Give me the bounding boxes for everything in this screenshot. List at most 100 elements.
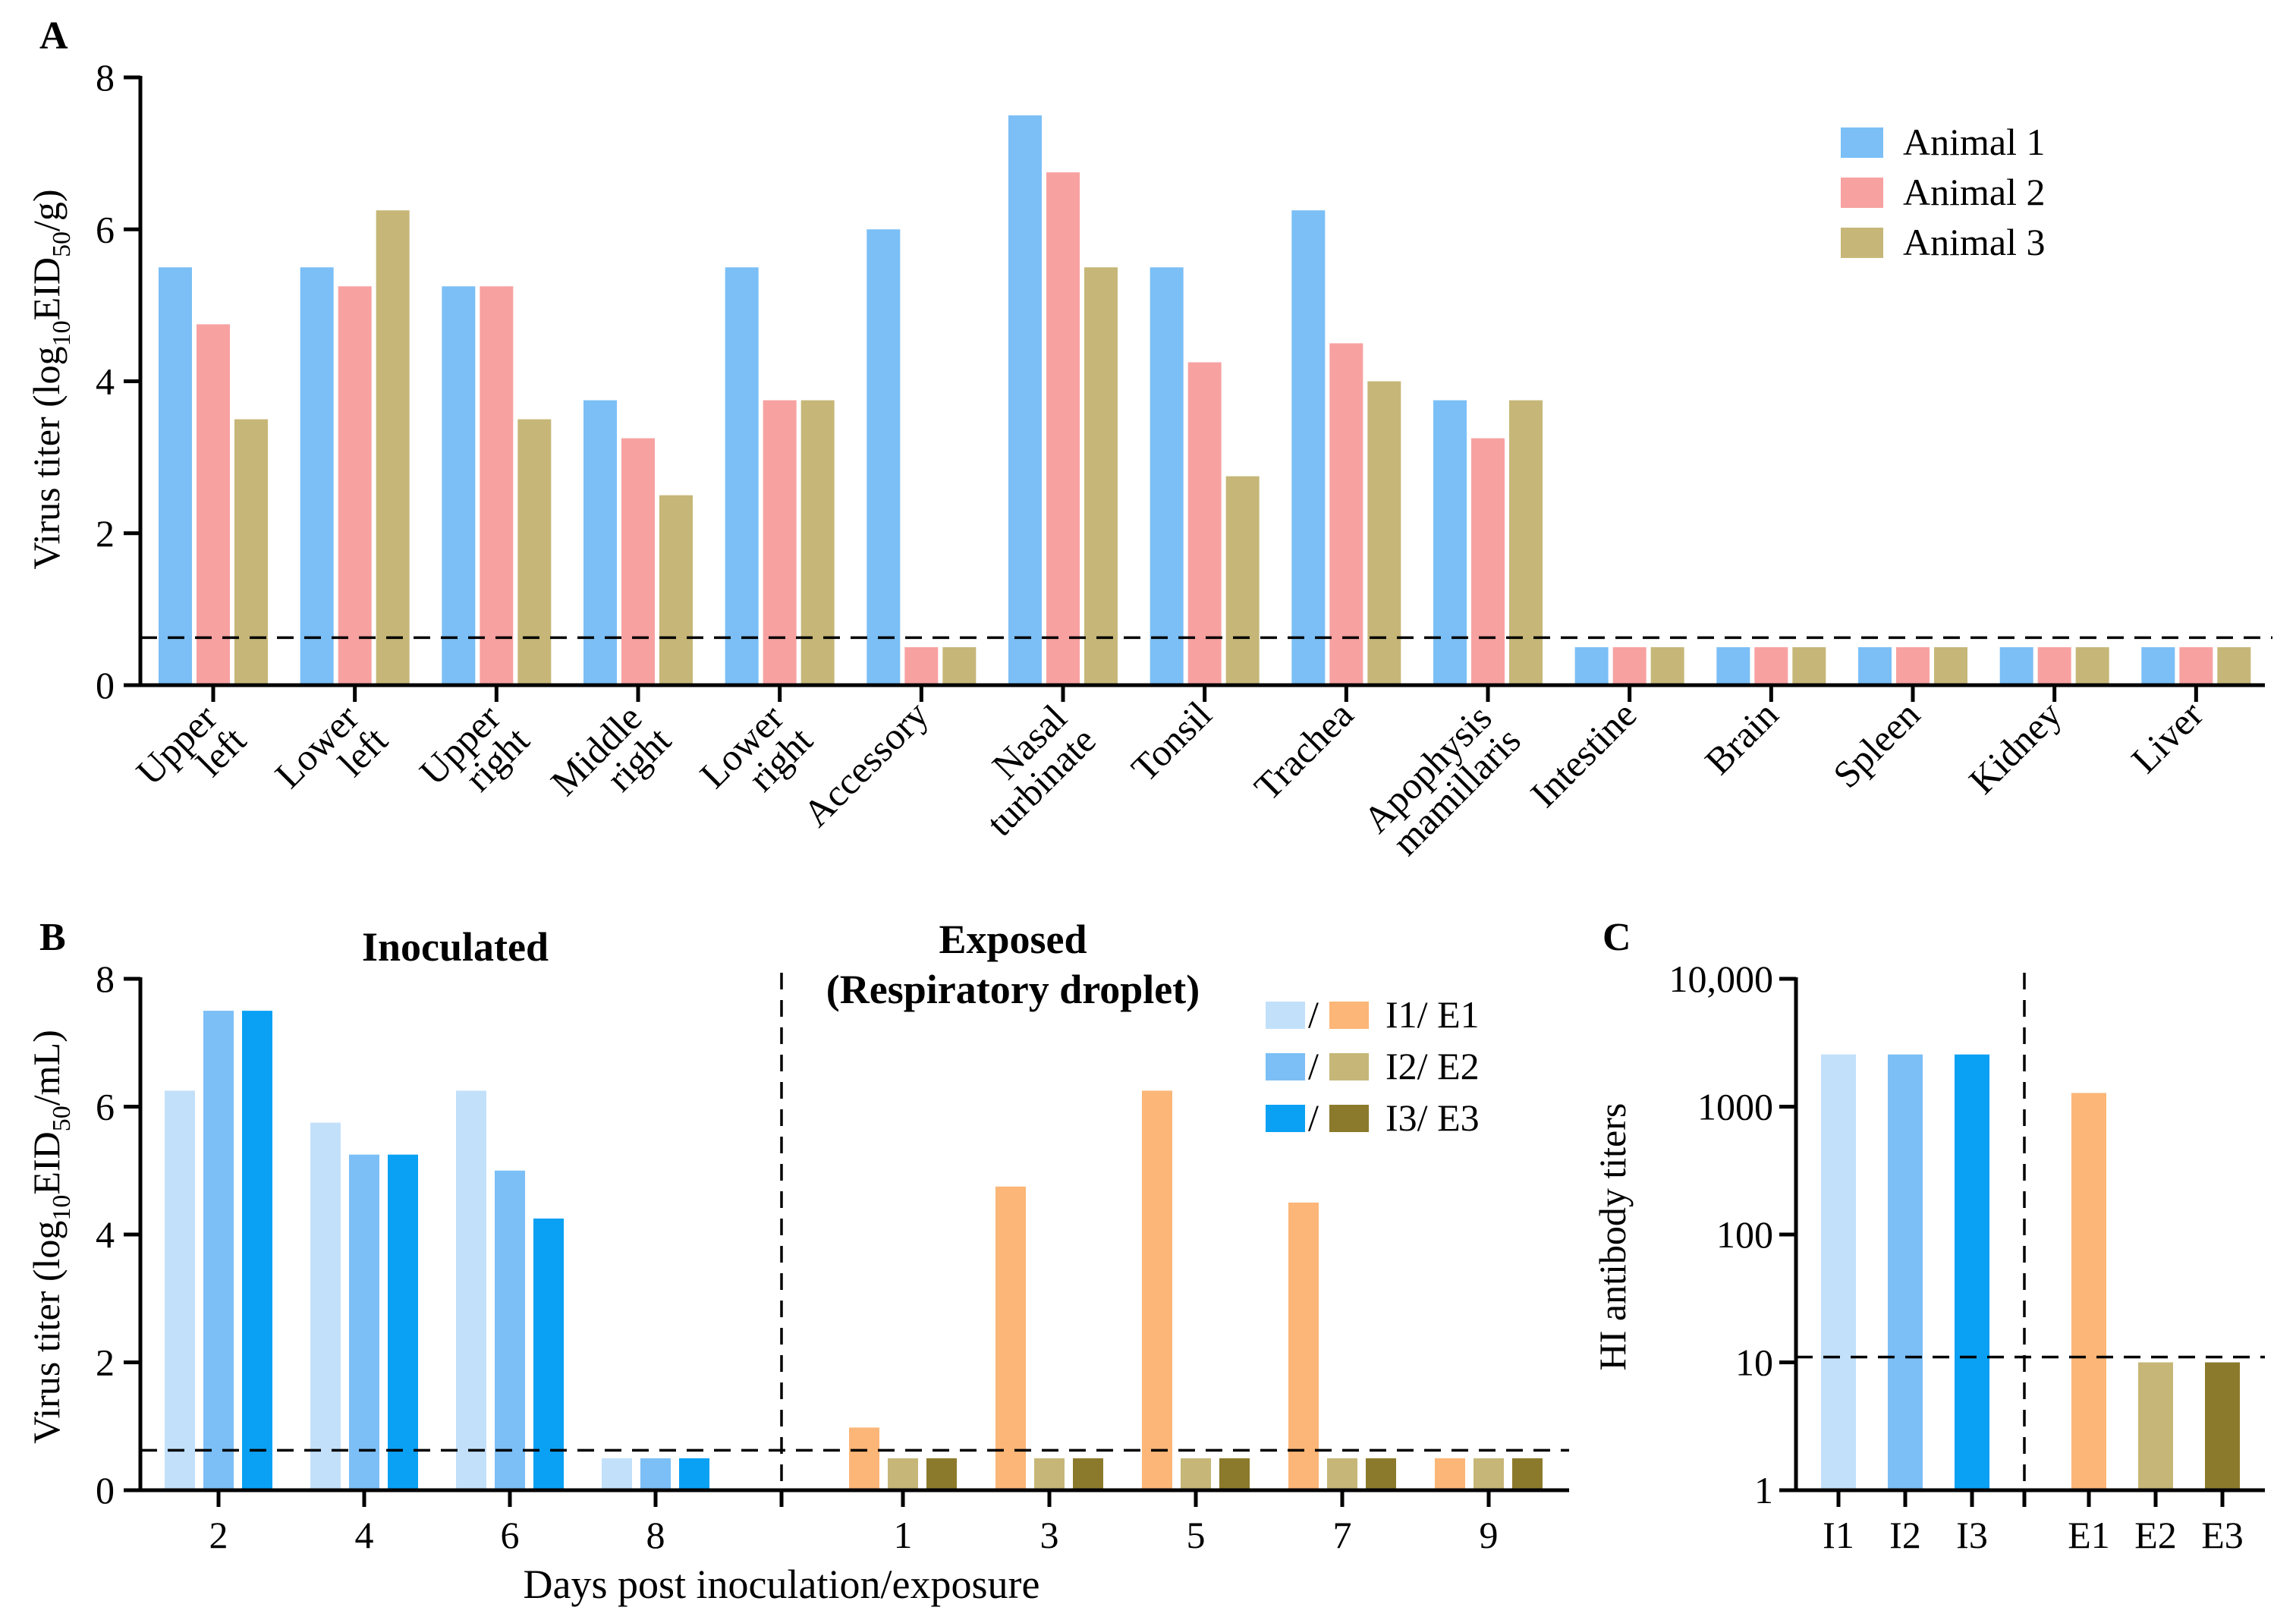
- chart-c-y-tick-label: 1000: [1697, 1086, 1773, 1128]
- chart-b-x-tick-label: 6: [501, 1514, 520, 1556]
- chart-a-bar: [2217, 646, 2251, 685]
- chart-b-x-tick-label: 4: [355, 1514, 374, 1556]
- chart-b-bar: [1512, 1458, 1543, 1490]
- chart-a-bar: [1754, 646, 1788, 685]
- chart-a-bar: [1574, 646, 1609, 685]
- chart-b-bar: [1034, 1458, 1065, 1490]
- chart-b-legend-label: I2/ E2: [1385, 1045, 1480, 1087]
- chart-b: Virus titer (log10EID50/mL) Inoculated E…: [25, 917, 1569, 1607]
- chart-b-x-tick-label: 5: [1187, 1514, 1206, 1556]
- chart-b-bar: [888, 1458, 918, 1490]
- chart-b-x-tick-label: 8: [646, 1514, 665, 1556]
- chart-b-bar: [1288, 1202, 1319, 1490]
- chart-b-bar: [849, 1427, 879, 1490]
- chart-a-bar: [1008, 115, 1042, 685]
- chart-b-bar: [1435, 1458, 1465, 1490]
- chart-a-bar: [1084, 267, 1118, 685]
- chart-b-legend-slash: /: [1308, 1096, 1319, 1139]
- chart-b-bar: [1474, 1458, 1504, 1490]
- chart-c-y-tick-label: 100: [1716, 1213, 1773, 1256]
- chart-a-bar: [1612, 646, 1647, 685]
- chart-a-bar: [1329, 343, 1363, 685]
- chart-b-bar: [1219, 1458, 1250, 1490]
- chart-a-bar: [1792, 646, 1826, 685]
- chart-b-bar: [456, 1090, 486, 1490]
- chart-a-x-tick-label: Liver: [2123, 693, 2211, 781]
- chart-a-bar: [1046, 172, 1080, 685]
- chart-a-y-tick-label: 0: [96, 664, 115, 706]
- chart-c: HI antibody titers 1 10 100 1000 10,000 I1 I2…: [1591, 958, 2265, 1556]
- chart-a-bar: [867, 229, 901, 685]
- chart-b-bar: [310, 1122, 341, 1490]
- chart-a-bar: [338, 286, 372, 685]
- chart-a-bar: [197, 324, 230, 685]
- chart-c-bar: [1955, 1054, 1989, 1490]
- chart-a-bar: [480, 286, 514, 685]
- chart-a-bar: [1716, 646, 1750, 685]
- chart-a-bar: [1934, 646, 1967, 685]
- chart-a-x-tick-label: Spleen: [1825, 693, 1928, 796]
- chart-b-x-axis-label: Days post inoculation/exposure: [524, 1562, 1040, 1607]
- chart-b-bar: [679, 1458, 709, 1490]
- chart-a-bar: [1225, 476, 1260, 685]
- panel-label-a: A: [39, 14, 68, 58]
- chart-b-bar: [203, 1011, 234, 1490]
- chart-c-bar: [2205, 1362, 2240, 1490]
- chart-b-legend-swatch: [1329, 1105, 1369, 1132]
- chart-a-bar: [1650, 646, 1684, 685]
- chart-b-bar: [242, 1011, 272, 1490]
- chart-a-y-tick-label: 6: [96, 208, 115, 250]
- chart-b-legend-slash: /: [1308, 993, 1319, 1036]
- chart-a-bar: [442, 286, 476, 685]
- chart-b-bar: [926, 1458, 957, 1490]
- chart-b-legend-swatch: [1329, 1002, 1369, 1029]
- chart-c-y-axis-label: HI antibody titers: [1591, 1103, 1634, 1371]
- chart-a-bar: [2179, 646, 2213, 685]
- chart-b-bar: [1327, 1458, 1357, 1490]
- chart-b-x-tick-label: 7: [1333, 1514, 1352, 1556]
- chart-a-legend-swatch: [1841, 228, 1883, 258]
- chart-b-exposed-title: Exposed: [939, 917, 1087, 962]
- chart-b-bar: [349, 1154, 379, 1490]
- chart-c-y-tick-label: 10,000: [1669, 958, 1774, 1000]
- chart-b-x-tick-label: 9: [1480, 1514, 1499, 1556]
- chart-b-x-tick-label: 2: [209, 1514, 228, 1556]
- chart-a-bar: [159, 267, 192, 685]
- chart-b-bar: [1142, 1090, 1172, 1490]
- chart-b-inoculated-title: Inoculated: [362, 924, 549, 970]
- chart-a-bar: [1367, 381, 1401, 685]
- chart-b-y-tick-label: 8: [96, 958, 115, 1000]
- chart-a-y-axis-label: Virus titer (log10EID50/g): [25, 189, 76, 569]
- chart-a-legend-label: Animal 2: [1903, 171, 2045, 213]
- chart-b-bar: [1073, 1458, 1103, 1490]
- panel-label-b: B: [39, 916, 66, 959]
- chart-a-bar: [659, 495, 693, 685]
- chart-a-bar: [942, 646, 977, 685]
- chart-a-legend-label: Animal 3: [1903, 221, 2045, 263]
- chart-b-bar: [533, 1218, 564, 1490]
- chart-a-bar: [621, 438, 655, 685]
- chart-a-y-tick-label: 4: [96, 360, 115, 403]
- chart-b-exposed-subtitle: (Respiratory droplet): [826, 967, 1200, 1012]
- chart-a-bar: [517, 419, 552, 685]
- chart-a: Virus titer (log10EID50/g) 0 2 4 6 8 Upperle…: [25, 56, 2272, 863]
- chart-a-bar: [300, 267, 334, 685]
- chart-a-y-tick-label: 2: [96, 512, 115, 555]
- chart-a-bar: [2075, 646, 2109, 685]
- chart-b-y-axis-label: Virus titer (log10EID50/mL): [25, 1030, 76, 1443]
- chart-a-legend-swatch: [1841, 178, 1883, 208]
- chart-a-bar: [376, 210, 410, 685]
- chart-c-bar: [2071, 1093, 2106, 1490]
- chart-a-bar: [800, 400, 835, 685]
- chart-a-bar: [1471, 438, 1505, 685]
- chart-b-y-tick-label: 4: [96, 1213, 115, 1256]
- chart-a-legend-swatch: [1841, 127, 1883, 158]
- chart-a-bar: [2141, 646, 2175, 685]
- chart-b-bar: [388, 1154, 418, 1490]
- chart-b-y-tick-label: 6: [96, 1086, 115, 1128]
- chart-c-x-tick-label: E1: [2068, 1514, 2110, 1556]
- chart-a-bar: [1187, 362, 1222, 685]
- chart-c-bar: [1888, 1054, 1923, 1490]
- chart-b-bar: [995, 1186, 1026, 1490]
- chart-c-y-tick-label: 1: [1754, 1469, 1773, 1511]
